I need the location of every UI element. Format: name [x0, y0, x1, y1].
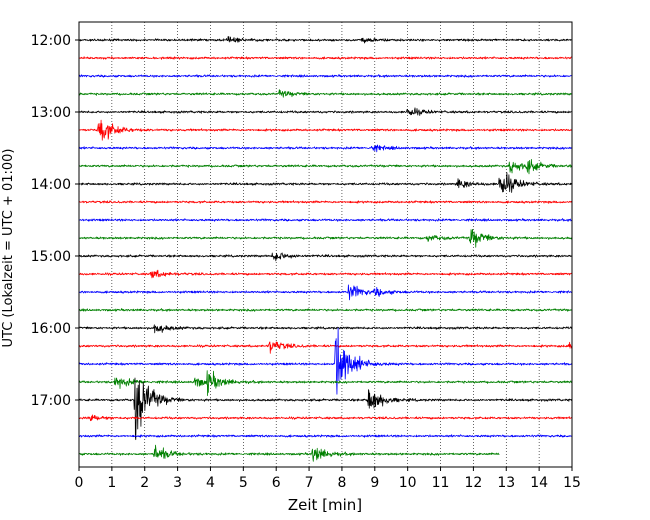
trace-1715 [78, 414, 572, 422]
seismic-traces [78, 36, 573, 462]
x-tick-label: 11 [432, 475, 450, 491]
x-tick-label: 13 [497, 475, 515, 491]
x-axis-label: Zeit [min] [288, 496, 362, 514]
trace-1645 [78, 370, 572, 397]
trace-1545 [78, 308, 572, 312]
plot-area-frame [78, 21, 573, 468]
grid-lines [111, 22, 540, 467]
trace-1445 [78, 229, 572, 248]
x-tick-label: 1 [107, 475, 116, 491]
trace-1430 [78, 218, 572, 222]
y-tick-label: 17:00 [31, 393, 71, 409]
trace-1700 [78, 377, 572, 441]
trace-1215 [78, 56, 572, 60]
y-tick-label: 14:00 [31, 177, 71, 193]
trace-1330 [78, 144, 572, 153]
x-tick-label: 3 [173, 475, 182, 491]
y-tick-label: 16:00 [31, 321, 71, 337]
trace-1730 [78, 434, 572, 438]
x-tick-label: 9 [370, 475, 379, 491]
x-tick-label: 14 [530, 475, 548, 491]
trace-1200 [78, 36, 572, 44]
y-tick-label: 12:00 [31, 33, 71, 49]
trace-1515 [78, 269, 572, 279]
trace-1345 [78, 159, 572, 175]
x-tick-label: 15 [563, 475, 581, 491]
trace-1500 [78, 252, 572, 262]
x-tick-label: 4 [206, 475, 215, 491]
x-tick-label: 6 [272, 475, 281, 491]
x-tick-label: 12 [464, 475, 482, 491]
y-axis-ticks: 12:00 13:00 14:00 15:00 16:00 17:00 [31, 33, 79, 409]
trace-1300 [78, 107, 572, 116]
trace-1415 [78, 200, 572, 204]
y-tick-label: 15:00 [31, 249, 71, 265]
trace-1630 [78, 327, 572, 395]
y-axis-label: UTC (Lokalzeit = UTC + 01:00) [1, 149, 16, 348]
trace-1400 [78, 172, 572, 193]
x-tick-label: 0 [75, 475, 84, 491]
trace-1230 [78, 74, 572, 78]
trace-1530 [78, 284, 572, 301]
trace-1745 [78, 444, 500, 462]
trace-1245 [78, 89, 572, 98]
x-axis-ticks: 0 1 2 3 4 5 6 7 8 9 10 11 12 13 14 15 [75, 467, 581, 491]
trace-1600 [78, 324, 572, 334]
x-tick-label: 10 [399, 475, 417, 491]
y-tick-label: 13:00 [31, 105, 71, 121]
x-tick-label: 7 [305, 475, 314, 491]
trace-1615 [78, 341, 573, 354]
x-tick-label: 5 [239, 475, 248, 491]
x-tick-label: 2 [140, 475, 149, 491]
x-tick-label: 8 [337, 475, 346, 491]
trace-1315 [78, 119, 572, 141]
